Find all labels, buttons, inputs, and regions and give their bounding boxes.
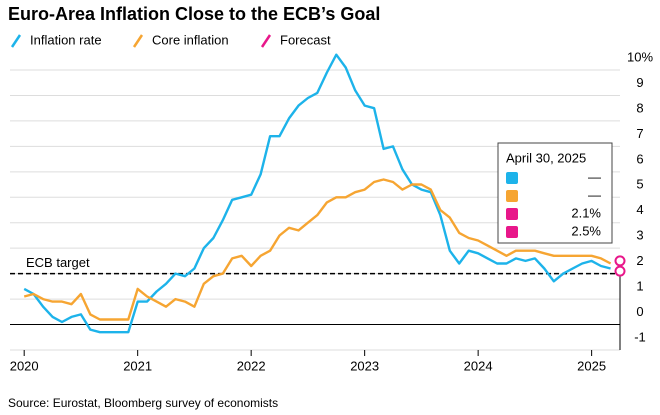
y-tick-label: 5 [636, 177, 643, 192]
y-tick-label: 4 [636, 202, 643, 217]
y-tick-label: 7 [636, 126, 643, 141]
x-tick-label: 2022 [237, 358, 266, 373]
tooltip-value: — [588, 187, 601, 202]
legend-swatch [10, 34, 22, 48]
series-line [23, 53, 611, 334]
legend-swatch [132, 34, 144, 48]
legend-label: Forecast [280, 32, 331, 47]
tooltip-swatch [506, 226, 518, 238]
y-tick-label: 2 [636, 253, 643, 268]
tooltip-swatch [506, 190, 518, 202]
x-tick-label: 2021 [123, 358, 152, 373]
forecast-point [614, 255, 626, 267]
tooltip-value: 2.1% [571, 205, 601, 220]
series-line [23, 178, 612, 321]
tooltip-swatch [506, 208, 518, 220]
target-label: ECB target [26, 255, 90, 270]
y-tick-label: 0 [636, 304, 643, 319]
tooltip-date: April 30, 2025 [506, 150, 586, 165]
forecast-point [614, 265, 626, 277]
y-tick-label: 10% [627, 49, 653, 64]
chart-title: Euro-Area Inflation Close to the ECB’s G… [8, 4, 380, 24]
tooltip-value: 2.5% [571, 223, 601, 238]
x-tick-label: 2025 [577, 358, 606, 373]
y-tick-label: 6 [636, 151, 643, 166]
x-tick-label: 2024 [464, 358, 493, 373]
x-tick-label: 2023 [350, 358, 379, 373]
x-tick-label: 2020 [10, 358, 39, 373]
y-tick-label: 1 [636, 279, 643, 294]
legend-label: Core inflation [152, 32, 229, 47]
source: Source: Eurostat, Bloomberg survey of ec… [8, 396, 278, 410]
y-tick-label: 9 [636, 75, 643, 90]
tooltip-swatch [506, 172, 518, 184]
y-tick-label: -1 [634, 329, 646, 344]
legend-swatch [260, 34, 272, 48]
legend-label: Inflation rate [30, 32, 102, 47]
y-tick-label: 8 [636, 100, 643, 115]
tooltip-value: — [588, 169, 601, 184]
y-tick-label: 3 [636, 228, 643, 243]
